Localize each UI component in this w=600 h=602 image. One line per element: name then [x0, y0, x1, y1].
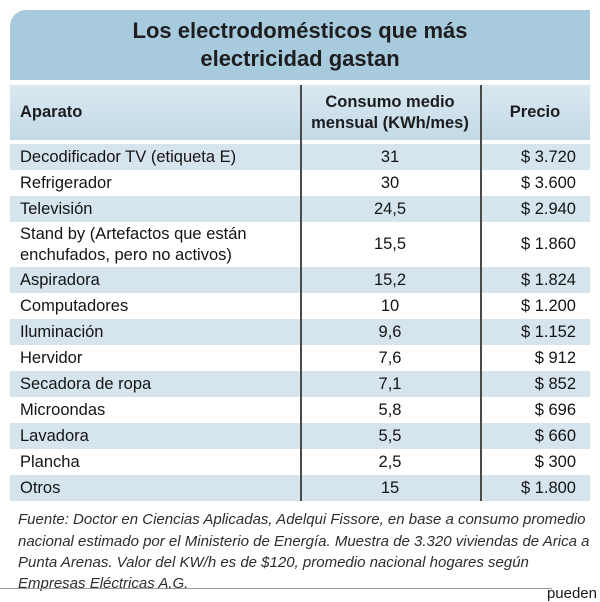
cell-precio: $ 1.824 — [520, 270, 576, 289]
cell-consumo: 15 — [380, 478, 400, 497]
column-header-aparato: Aparato — [20, 103, 83, 121]
table-row: Aspiradora 15,2 $ 1.824 — [10, 267, 590, 294]
column-header-consumo: Consumo medio mensual (KWh/mes) — [300, 92, 480, 133]
title-line-1: Los electrodomésticos que más — [132, 18, 468, 43]
appliances-table-infographic: Los electrodomésticos que más electricid… — [10, 10, 590, 594]
cell-aparato: Televisión — [20, 199, 93, 218]
cell-precio: $ 696 — [534, 400, 576, 419]
table-row: Computadores 10 $ 1.200 — [10, 293, 590, 320]
cell-aparato: Iluminación — [20, 322, 104, 341]
cell-precio: $ 3.720 — [520, 147, 576, 166]
table-header-row: Aparato Consumo medio mensual (KWh/mes) … — [10, 85, 590, 140]
table-row: Iluminación 9,6 $ 1.152 — [10, 319, 590, 346]
cell-consumo: 5,5 — [378, 426, 402, 445]
cell-aparato: Stand by (Artefactos que están enchufado… — [20, 225, 247, 264]
cell-aparato: Microondas — [20, 400, 106, 419]
cell-consumo: 31 — [380, 147, 400, 166]
cell-precio: $ 300 — [534, 452, 576, 471]
cell-precio: $ 3.600 — [520, 173, 576, 192]
cell-consumo: 15,5 — [373, 235, 407, 254]
table-row: Stand by (Artefactos que están enchufado… — [10, 222, 590, 268]
cell-aparato: Refrigerador — [20, 173, 112, 192]
cell-precio: $ 1.152 — [520, 322, 576, 341]
cell-precio: $ 2.940 — [520, 199, 576, 218]
cell-aparato: Computadores — [20, 296, 129, 315]
consumption-table: Aparato Consumo medio mensual (KWh/mes) … — [10, 85, 590, 502]
table-row: Microondas 5,8 $ 696 — [10, 397, 590, 424]
cell-consumo: 2,5 — [378, 452, 402, 471]
cell-precio: $ 660 — [534, 426, 576, 445]
column-header-consumo-label: Consumo medio mensual (KWh/mes) — [311, 92, 469, 132]
cell-precio: $ 852 — [534, 374, 576, 393]
cell-consumo: 10 — [380, 296, 400, 315]
cell-consumo: 7,6 — [378, 348, 402, 367]
cell-precio: $ 1.200 — [520, 296, 576, 315]
bottom-divider — [0, 588, 552, 589]
table-row: Lavadora 5,5 $ 660 — [10, 423, 590, 450]
cell-consumo: 7,1 — [378, 374, 402, 393]
table-row: Otros 15 $ 1.800 — [10, 475, 590, 502]
cell-consumo: 5,8 — [378, 400, 402, 419]
table-row: Decodificador TV (etiqueta E) 31 $ 3.720 — [10, 144, 590, 170]
table-row: Secadora de ropa 7,1 $ 852 — [10, 371, 590, 398]
cell-precio: $ 1.860 — [520, 235, 576, 254]
cell-consumo: 15,2 — [373, 270, 407, 289]
cell-aparato: Plancha — [20, 452, 80, 471]
cell-aparato: Lavadora — [20, 426, 89, 445]
cell-consumo: 30 — [380, 173, 400, 192]
cell-aparato: Hervidor — [20, 348, 83, 367]
cell-aparato: Secadora de ropa — [20, 374, 152, 393]
cell-aparato: Decodificador TV (etiqueta E) — [20, 147, 237, 166]
page-title: Los electrodomésticos que más electricid… — [10, 10, 590, 80]
column-header-precio: Precio — [509, 103, 561, 121]
cell-precio: $ 912 — [534, 348, 576, 367]
title-line-2: electricidad gastan — [200, 45, 400, 71]
cell-precio: $ 1.800 — [520, 478, 576, 497]
table-row: Plancha 2,5 $ 300 — [10, 449, 590, 476]
table-row: Hervidor 7,6 $ 912 — [10, 345, 590, 372]
cell-aparato: Otros — [20, 478, 61, 497]
table-row: Refrigerador 30 $ 3.600 — [10, 170, 590, 196]
cell-aparato: Aspiradora — [20, 270, 100, 289]
table-rows: Decodificador TV (etiqueta E) 31 $ 3.720… — [10, 144, 590, 502]
cell-consumo: 24,5 — [373, 199, 407, 218]
table-row: Televisión 24,5 $ 2.940 — [10, 196, 590, 222]
source-note: Fuente: Doctor en Ciencias Aplicadas, Ad… — [18, 511, 590, 593]
cell-consumo: 9,6 — [378, 322, 402, 341]
